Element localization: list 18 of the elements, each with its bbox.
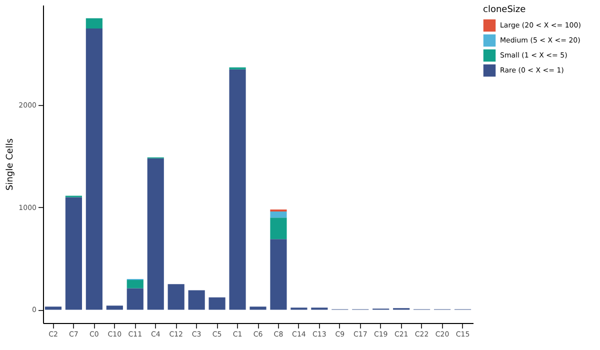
bar [168, 284, 184, 310]
bar [147, 158, 164, 310]
bar [126, 280, 144, 288]
bar [44, 306, 62, 310]
bar [229, 69, 246, 310]
bar [270, 212, 287, 218]
bar [86, 18, 102, 29]
bar [270, 239, 287, 310]
bar [188, 290, 205, 310]
bar [270, 218, 287, 240]
legend-title: cloneSize [483, 5, 526, 15]
bar [65, 197, 82, 310]
bar [106, 306, 123, 310]
bar [86, 28, 102, 310]
bar [250, 306, 266, 310]
bar [208, 297, 226, 310]
y-axis-title: Single Cells [6, 138, 16, 191]
bar [126, 288, 144, 310]
